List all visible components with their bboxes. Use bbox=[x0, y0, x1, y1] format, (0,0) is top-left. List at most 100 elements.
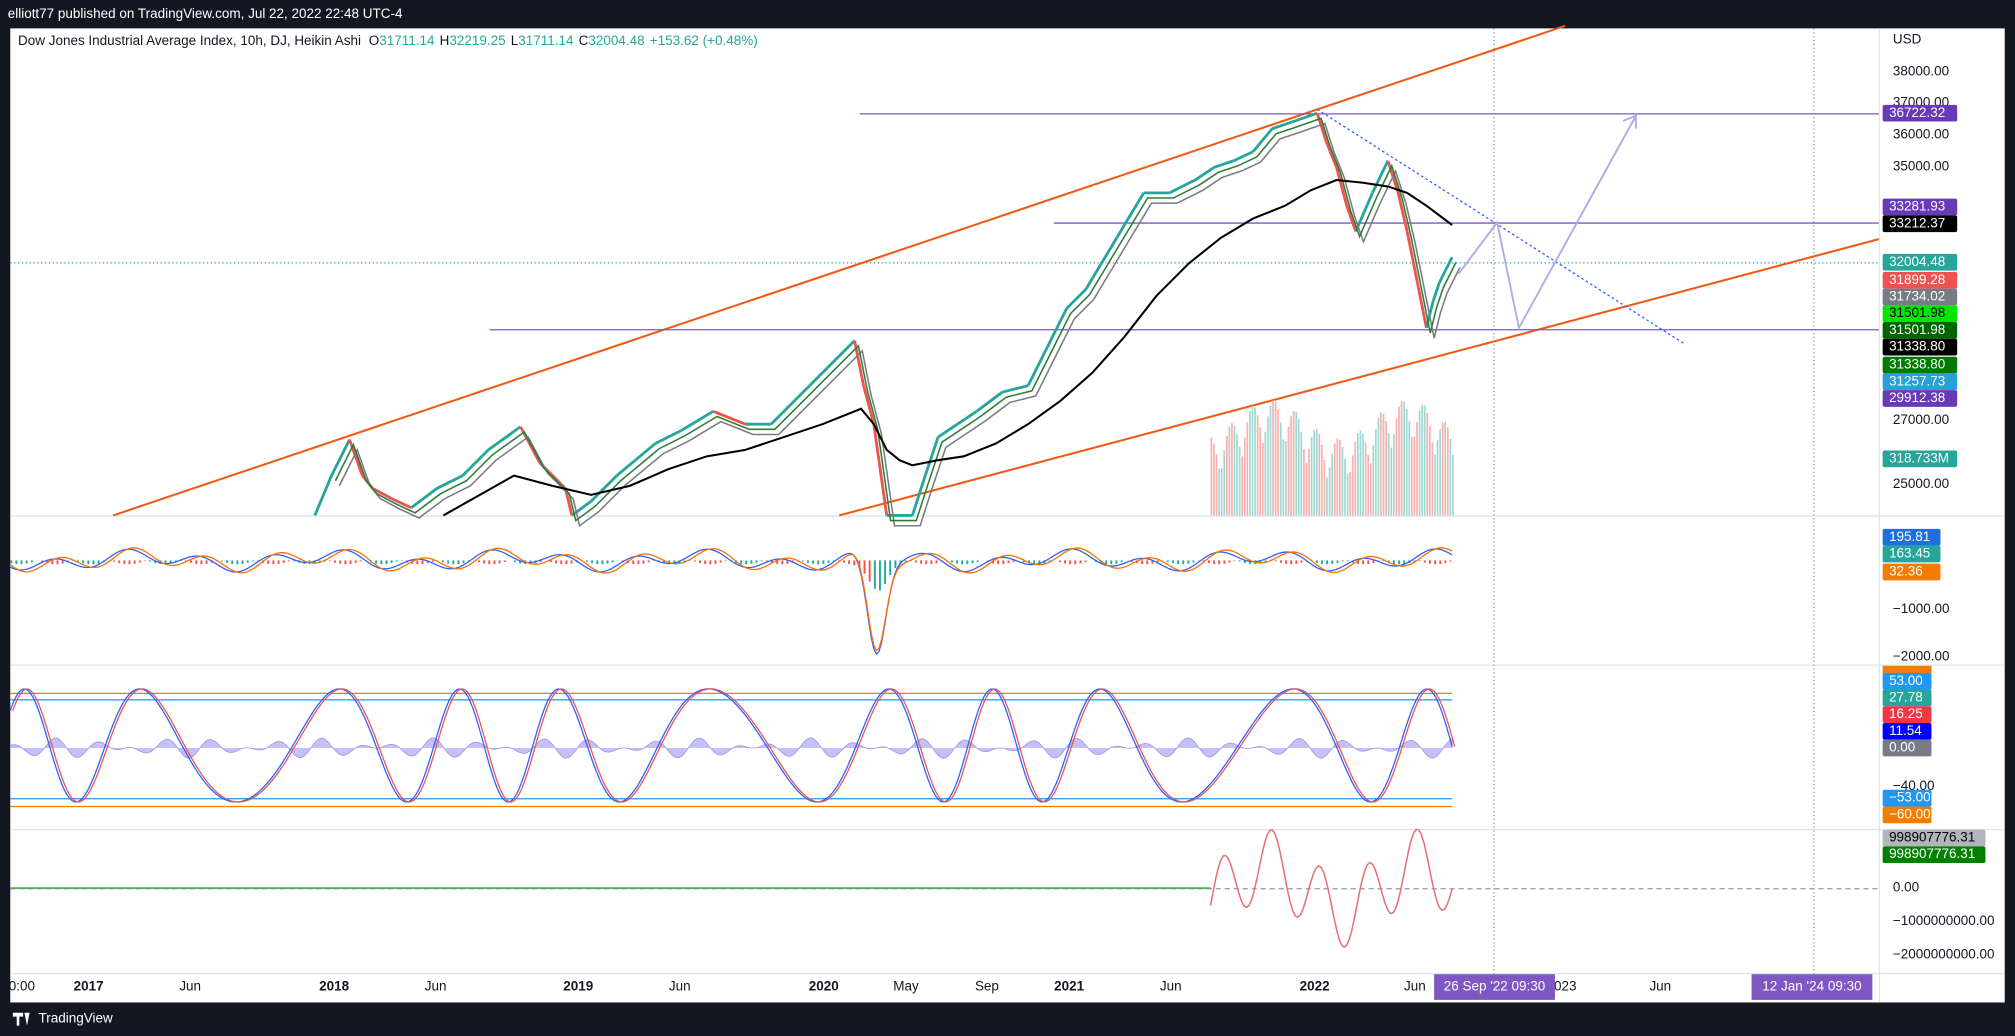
macd-histogram bbox=[709, 560, 712, 565]
macd-histogram bbox=[755, 560, 758, 563]
macd-histogram bbox=[878, 560, 881, 591]
price-segment bbox=[712, 410, 746, 426]
price-segment bbox=[1396, 192, 1409, 232]
macd-histogram bbox=[15, 560, 18, 565]
price-segment bbox=[1354, 192, 1374, 232]
price-label-text: 36722.32 bbox=[1889, 105, 1945, 120]
volume-bar bbox=[1236, 434, 1238, 516]
macd-histogram bbox=[1398, 560, 1401, 565]
price-label bbox=[1882, 722, 1932, 740]
macd-histogram bbox=[395, 560, 398, 562]
axis-tick-label: −1000000000.00 bbox=[1893, 913, 1995, 928]
price-segment bbox=[1213, 159, 1235, 169]
macd-histogram bbox=[56, 560, 59, 565]
macd-histogram bbox=[498, 560, 501, 564]
macd-histogram bbox=[1341, 560, 1344, 562]
volume-bar bbox=[1398, 406, 1400, 516]
volume-bar bbox=[1251, 405, 1254, 516]
volume-bar bbox=[1390, 447, 1393, 516]
volume-bar bbox=[1213, 443, 1215, 516]
price-label bbox=[1882, 545, 1941, 563]
volume-bar bbox=[1429, 425, 1431, 516]
macd-histogram bbox=[1074, 560, 1077, 565]
price-label-text: 31501.98 bbox=[1889, 322, 1945, 337]
macd-histogram bbox=[462, 560, 465, 564]
macd-histogram bbox=[514, 560, 516, 563]
price-label bbox=[1882, 665, 1932, 674]
macd-histogram bbox=[817, 560, 820, 565]
price-segment bbox=[615, 442, 657, 477]
macd-histogram bbox=[632, 560, 635, 565]
macd-histogram bbox=[1423, 560, 1426, 563]
macd-histogram bbox=[195, 560, 198, 564]
macd-histogram bbox=[231, 560, 234, 564]
macd-histogram bbox=[1105, 560, 1108, 565]
volume-bar bbox=[1231, 423, 1233, 516]
volume-bar bbox=[1310, 437, 1313, 516]
price-segment bbox=[1444, 256, 1454, 271]
time-tick-label: 2022 bbox=[1300, 979, 1330, 994]
macd-histogram bbox=[349, 560, 352, 564]
macd-histogram bbox=[704, 560, 707, 564]
price-segment bbox=[461, 448, 490, 477]
price-segment bbox=[391, 497, 412, 510]
price-label bbox=[1882, 450, 1958, 468]
price-segment bbox=[862, 385, 876, 425]
macd-histogram bbox=[771, 560, 773, 563]
macd-histogram bbox=[1367, 560, 1370, 564]
price-segment bbox=[911, 475, 927, 516]
volume-bar bbox=[1238, 446, 1241, 516]
macd-histogram bbox=[950, 560, 953, 563]
price-label-text: 32004.48 bbox=[1889, 254, 1945, 269]
volume-bar bbox=[1279, 422, 1282, 516]
macd-histogram bbox=[1177, 560, 1180, 565]
projection bbox=[1457, 115, 1637, 331]
macd-histogram bbox=[97, 560, 100, 564]
axis-tick-label: 25000.00 bbox=[1893, 476, 1949, 491]
price-segment bbox=[1026, 346, 1049, 387]
price-segment bbox=[1123, 192, 1145, 226]
volume-bar bbox=[1367, 455, 1369, 516]
price-label bbox=[1882, 104, 1958, 122]
macd-histogram bbox=[1182, 560, 1185, 565]
time-tick-label: 2021 bbox=[1054, 979, 1084, 994]
macd-histogram bbox=[1187, 560, 1190, 564]
volume-bar bbox=[1269, 405, 1272, 516]
cum-series bbox=[1209, 828, 1453, 949]
macd-histogram bbox=[956, 560, 959, 564]
macd-histogram bbox=[61, 560, 64, 564]
volume-bar bbox=[1351, 455, 1354, 516]
macd-histogram bbox=[827, 560, 830, 563]
macd-histogram bbox=[601, 560, 604, 565]
macd-histogram bbox=[745, 560, 748, 565]
time-tick-label: Jun bbox=[179, 979, 201, 994]
macd-histogram bbox=[1279, 560, 1282, 563]
price-label bbox=[1882, 198, 1958, 216]
volume-bar bbox=[1346, 473, 1349, 516]
time-tick-label: 2019 bbox=[563, 979, 593, 994]
price-label bbox=[1882, 338, 1958, 356]
macd-histogram bbox=[786, 560, 789, 564]
macd-histogram bbox=[550, 560, 552, 563]
price-segment bbox=[410, 487, 438, 509]
price-label bbox=[1882, 846, 1986, 864]
price-segment bbox=[1438, 269, 1447, 284]
time-tick-label: 023 bbox=[1554, 979, 1577, 994]
macd-histogram bbox=[904, 560, 907, 562]
ohlc-letter: H bbox=[440, 33, 450, 48]
volume-bar bbox=[1259, 427, 1262, 516]
ohlc-letter: C bbox=[579, 33, 589, 48]
price-label-text: 31734.02 bbox=[1889, 289, 1945, 304]
volume-bar bbox=[1267, 416, 1269, 516]
volume-bar bbox=[1362, 433, 1364, 516]
price-segment bbox=[680, 410, 714, 432]
macd-histogram bbox=[935, 560, 938, 564]
price-label-text: 31899.28 bbox=[1889, 272, 1945, 287]
price-segment bbox=[1324, 140, 1338, 168]
price-label bbox=[1882, 356, 1958, 374]
price-label-text: 318.733M bbox=[1889, 450, 1949, 465]
time-tick-label: Jun bbox=[425, 979, 447, 994]
macd-histogram bbox=[1300, 560, 1303, 563]
macd-histogram bbox=[1372, 560, 1375, 563]
